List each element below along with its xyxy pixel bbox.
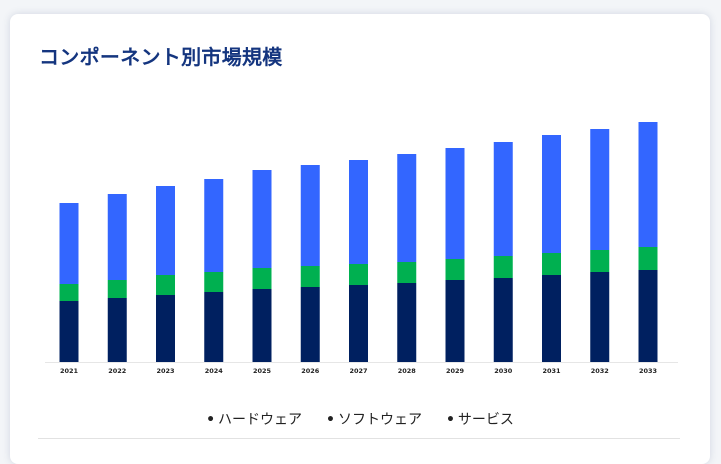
bar-segment — [493, 278, 513, 362]
x-tick-label: 2024 — [205, 367, 224, 375]
stacked-bar-chart: 2021 2022 2023 2024 2025 2026 2027 2028 2029 2030… — [45, 122, 678, 375]
bar-segment — [156, 186, 175, 275]
bar-segment — [445, 259, 465, 280]
bar-segment — [590, 250, 610, 272]
x-tick-label: 2026 — [301, 367, 320, 375]
divider — [38, 438, 680, 439]
x-tick-label: 2029 — [446, 367, 465, 375]
x-tick-label: 2031 — [542, 367, 561, 375]
bar-segment — [542, 135, 561, 253]
bar-segment — [638, 270, 658, 362]
bar-segment — [107, 280, 127, 298]
bar-segment — [638, 122, 658, 247]
bar-segment — [204, 179, 224, 272]
legend-bullet-icon: • — [206, 412, 216, 428]
bar-segment — [493, 142, 513, 256]
chart-title: コンポーネント別市場規模 — [39, 45, 283, 69]
bar-segment — [156, 275, 175, 295]
bar-segment — [59, 203, 79, 284]
bar-segment — [445, 148, 465, 259]
bar-segment — [252, 289, 272, 362]
bar-segment — [349, 264, 368, 285]
bar-segment — [542, 253, 561, 275]
x-tick-label: 2032 — [591, 367, 609, 375]
x-tick-label: 2025 — [253, 367, 272, 375]
bar-segment — [252, 268, 272, 289]
bar-segment — [590, 272, 610, 362]
legend-label: ハードウェア — [218, 412, 303, 428]
bar-segment — [397, 262, 417, 283]
bar-segment — [204, 292, 224, 362]
bar-segment — [349, 160, 368, 264]
bar-segment — [397, 283, 417, 362]
legend-bullet-icon: • — [445, 412, 455, 428]
x-tick-label: 2033 — [639, 367, 657, 375]
bar-segment — [252, 170, 272, 268]
x-tick-label: 2030 — [494, 367, 513, 375]
bar-segment — [638, 247, 658, 270]
x-tick-label: 2021 — [60, 367, 79, 375]
legend-label: サービス — [457, 412, 514, 428]
chart-card: コンポーネント別市場規模 2021 2022 2023 2024 2025 2026 202… — [10, 14, 710, 464]
x-tick-label: 2023 — [156, 367, 174, 375]
bar-segment — [300, 266, 320, 287]
bar-segment — [300, 287, 320, 362]
x-tick-label: 2027 — [349, 367, 367, 375]
bar-segment — [107, 298, 127, 362]
x-tick-label: 2028 — [398, 367, 417, 375]
bar-segment — [59, 301, 79, 362]
bar-segment — [445, 280, 465, 362]
bar-segment — [300, 165, 320, 266]
bar-segment — [397, 154, 417, 262]
bar-segment — [107, 194, 127, 280]
bar-segment — [349, 285, 368, 362]
chart-legend: • ハードウェア • ソフトウェア • サービス — [10, 409, 710, 429]
bar-segment — [542, 275, 561, 362]
x-tick-label: 2022 — [108, 367, 126, 375]
bar-segment — [204, 272, 224, 292]
bar-segment — [59, 284, 79, 301]
legend-label: ソフトウェア — [337, 412, 422, 428]
bar-segment — [493, 256, 513, 278]
legend-item[interactable]: • サービス — [446, 409, 514, 429]
legend-item[interactable]: • ハードウェア — [206, 409, 302, 429]
legend-bullet-icon: • — [326, 412, 335, 428]
bar-segment — [156, 295, 175, 362]
bar-segment — [590, 129, 610, 250]
legend-item[interactable]: • ソフトウェア — [326, 409, 422, 429]
